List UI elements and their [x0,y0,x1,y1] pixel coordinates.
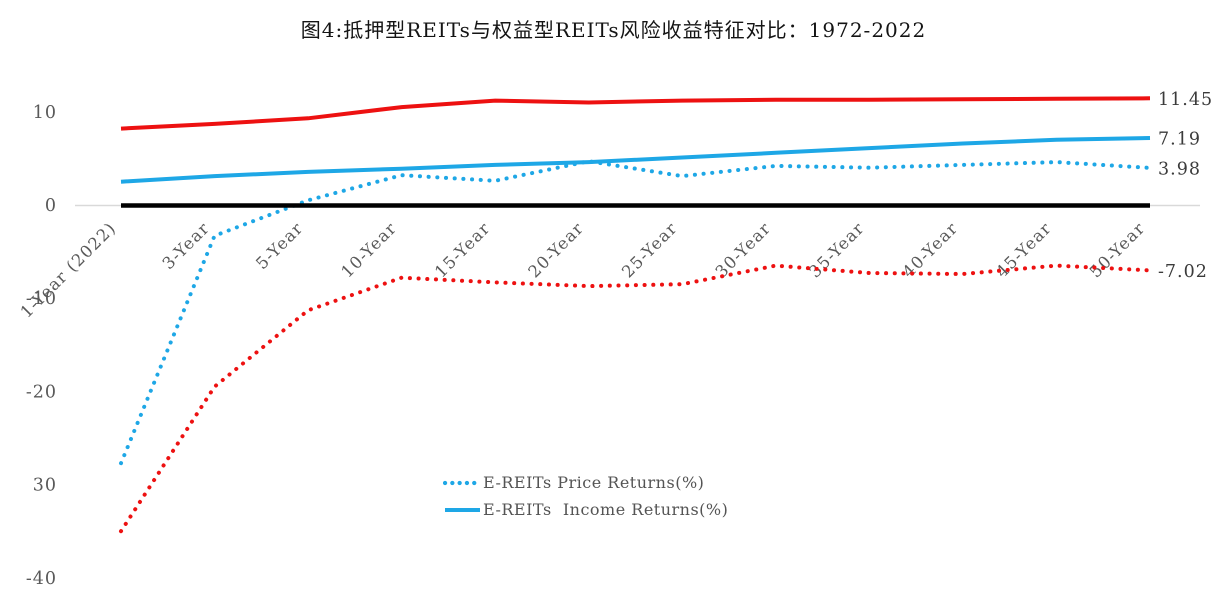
series-line-red-dotted [119,263,1152,534]
x-tick-label: 25-Year [618,218,681,281]
y-tick-label: -10 [26,289,57,309]
x-tick-label: 15-Year [431,218,494,281]
x-tick-label: 50-Year [1086,218,1149,281]
series-end-value-label: -7.02 [1158,262,1208,282]
y-tick-label: -40 [26,569,57,589]
solid-line-icon [445,507,480,512]
x-tick-label: 45-Year [992,218,1055,281]
legend-label: E-REITs Price Returns(%) [483,473,705,492]
series-end-value-label: 3.98 [1158,159,1201,179]
y-tick-label: -20 [26,382,57,402]
series-end-value-label: 11.45 [1158,90,1213,110]
chart-legend: E-REITs Price Returns(%) E-REITs Income … [443,469,728,523]
series-line-red-solid [120,96,1151,131]
y-tick-label: 30 [33,476,57,496]
series-line-blue-solid [120,136,1151,184]
x-tick-label: 20-Year [525,218,588,281]
legend-item-income-returns: E-REITs Income Returns(%) [443,496,728,523]
series-end-value-label: 7.19 [1158,129,1201,149]
legend-item-price-returns: E-REITs Price Returns(%) [443,469,728,496]
x-tick-label: 3-Year [159,218,214,273]
legend-label: E-REITs Income Returns(%) [483,500,729,519]
dotted-line-icon [443,480,481,485]
chart-title: 图4:抵押型REITs与权益型REITs风险收益特征对比：1972-2022 [300,18,927,42]
x-tick-label: 1-Year (2022) [17,218,120,321]
x-tick-label: 10-Year [337,218,400,281]
x-tick-label: 30-Year [712,218,775,281]
y-tick-label: 10 [33,103,57,123]
x-tick-label: 5-Year [252,218,307,273]
y-tick-label: 0 [45,196,57,216]
